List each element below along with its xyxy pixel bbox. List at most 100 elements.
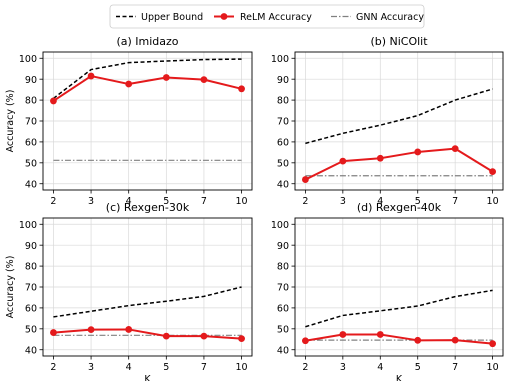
- panel-title: (b) NiCOlit: [370, 35, 428, 48]
- y-tick-label: 80: [25, 96, 37, 107]
- series-point-relm: [451, 336, 459, 344]
- series-point-relm: [162, 74, 170, 81]
- series-point-relm: [451, 145, 459, 153]
- series-line-relm: [304, 147, 494, 181]
- y-tick-label: 90: [277, 241, 289, 252]
- x-tick-label: 4: [377, 196, 383, 207]
- y-axis-label: Accuracy (%): [5, 90, 16, 153]
- x-tick-label: 2: [50, 196, 56, 207]
- series-point-relm: [50, 97, 57, 105]
- y-tick-label: 40: [277, 345, 289, 356]
- y-tick-label: 40: [25, 179, 37, 190]
- x-tick-label: 3: [340, 196, 346, 207]
- legend: Upper Bound ReLM Accuracy GNN Accuracy: [109, 4, 425, 29]
- series-point-relm: [238, 335, 245, 343]
- x-tick-label: 5: [415, 196, 421, 207]
- series-point-relm: [376, 331, 384, 338]
- y-tick-label: 70: [277, 283, 289, 294]
- y-tick-label: 40: [25, 345, 37, 356]
- y-tick-label: 70: [277, 117, 289, 128]
- y-tick-label: 80: [277, 96, 289, 107]
- series-point-relm: [238, 85, 245, 93]
- chart-panels: 40 50 60 70 80 90 100 2 3 4 5 7 10 (a) Imidazo Accurac…: [5, 35, 504, 381]
- y-tick-label: 100: [19, 54, 37, 65]
- series-line-relm: [305, 333, 493, 345]
- series-point-relm: [87, 326, 95, 334]
- y-tick-label: 50: [25, 324, 37, 335]
- y-axis-label: Accuracy (%): [5, 256, 16, 319]
- chart-panel-4: 40 50 60 70 80 90 100 2 3 4 5 7 10 (d) Rexgen-40k K: [271, 201, 504, 381]
- x-tick-label: 5: [163, 196, 169, 207]
- series-point-relm: [339, 331, 347, 338]
- x-tick-label: 10: [236, 362, 248, 373]
- legend-label-upper-bound: Upper Bound: [141, 12, 203, 23]
- x-tick-label: 10: [487, 362, 499, 373]
- x-tick-label: 4: [126, 362, 132, 373]
- series-line-upper: [305, 88, 493, 145]
- series-point-relm: [489, 340, 496, 348]
- y-tick-label: 60: [25, 138, 37, 149]
- series-line-upper: [53, 286, 242, 318]
- x-tick-label: 3: [88, 362, 94, 373]
- y-tick-label: 80: [277, 262, 289, 273]
- y-tick-label: 60: [277, 138, 289, 149]
- x-tick-label: 5: [163, 362, 169, 373]
- series-point-relm: [50, 329, 57, 336]
- y-tick-label: 70: [25, 117, 37, 128]
- series-line-relm: [52, 75, 242, 102]
- series-line-relm: [53, 328, 242, 340]
- x-tick-label: 7: [452, 196, 458, 207]
- x-tick-label: 10: [236, 196, 248, 207]
- y-tick-label: 50: [277, 158, 289, 169]
- x-tick-label: 4: [377, 362, 383, 373]
- x-tick-label: 3: [340, 362, 346, 373]
- series-point-relm: [125, 326, 133, 333]
- x-tick-label: 4: [126, 196, 132, 207]
- y-tick-label: 100: [19, 220, 37, 231]
- chart-panel-3: 40 50 60 70 80 90 100 2 3 4 5 7 10 (c) Rexgen-30k Accu…: [5, 201, 253, 381]
- y-tick-label: 60: [277, 304, 289, 315]
- y-tick-label: 90: [25, 241, 37, 252]
- series-line-upper: [305, 289, 493, 328]
- series-point-relm: [125, 80, 133, 88]
- series-point-relm: [302, 337, 309, 345]
- y-tick-label: 50: [25, 158, 37, 169]
- series-point-relm: [339, 157, 347, 165]
- panel-title: (d) Rexgen-40k: [357, 201, 442, 214]
- x-tick-label: 7: [201, 196, 207, 207]
- legend-label-relm: ReLM Accuracy: [240, 12, 312, 23]
- legend-frame: [109, 4, 425, 29]
- chart-panel-1: 40 50 60 70 80 90 100 2 3 4 5 7 10 (a) Imidazo Accurac…: [5, 35, 253, 207]
- x-tick-label: 7: [452, 362, 458, 373]
- y-tick-label: 50: [277, 324, 289, 335]
- y-tick-label: 90: [25, 75, 37, 86]
- chart-panel-2: 40 50 60 70 80 90 100 2 3 4 5 7 10 (b) NiCOlit: [271, 35, 504, 207]
- series-point-relm: [200, 332, 208, 340]
- x-axis-label: K: [144, 374, 151, 381]
- series-point-relm: [162, 332, 170, 340]
- x-tick-label: 5: [415, 362, 421, 373]
- y-tick-label: 80: [25, 262, 37, 273]
- y-tick-label: 100: [271, 220, 289, 231]
- series-point-relm: [414, 148, 422, 156]
- series-point-relm: [200, 76, 208, 83]
- series-point-relm: [302, 176, 309, 183]
- series-point-relm: [87, 72, 95, 80]
- x-tick-label: 7: [201, 362, 207, 373]
- series-point-relm: [376, 154, 384, 162]
- series-point-relm: [414, 336, 422, 344]
- series-line-upper: [52, 58, 242, 100]
- x-tick-label: 10: [487, 196, 499, 207]
- y-tick-label: 100: [271, 54, 289, 65]
- x-tick-label: 2: [302, 362, 308, 373]
- x-tick-label: 2: [302, 196, 308, 207]
- panel-title: (c) Rexgen-30k: [106, 201, 190, 214]
- legend-marker-relm: [220, 13, 228, 20]
- x-tick-label: 3: [88, 196, 94, 207]
- panel-title: (a) Imidazo: [116, 35, 178, 48]
- x-axis-label: K: [396, 374, 403, 381]
- y-tick-label: 70: [25, 283, 37, 294]
- y-tick-label: 90: [277, 75, 289, 86]
- x-tick-label: 2: [50, 362, 56, 373]
